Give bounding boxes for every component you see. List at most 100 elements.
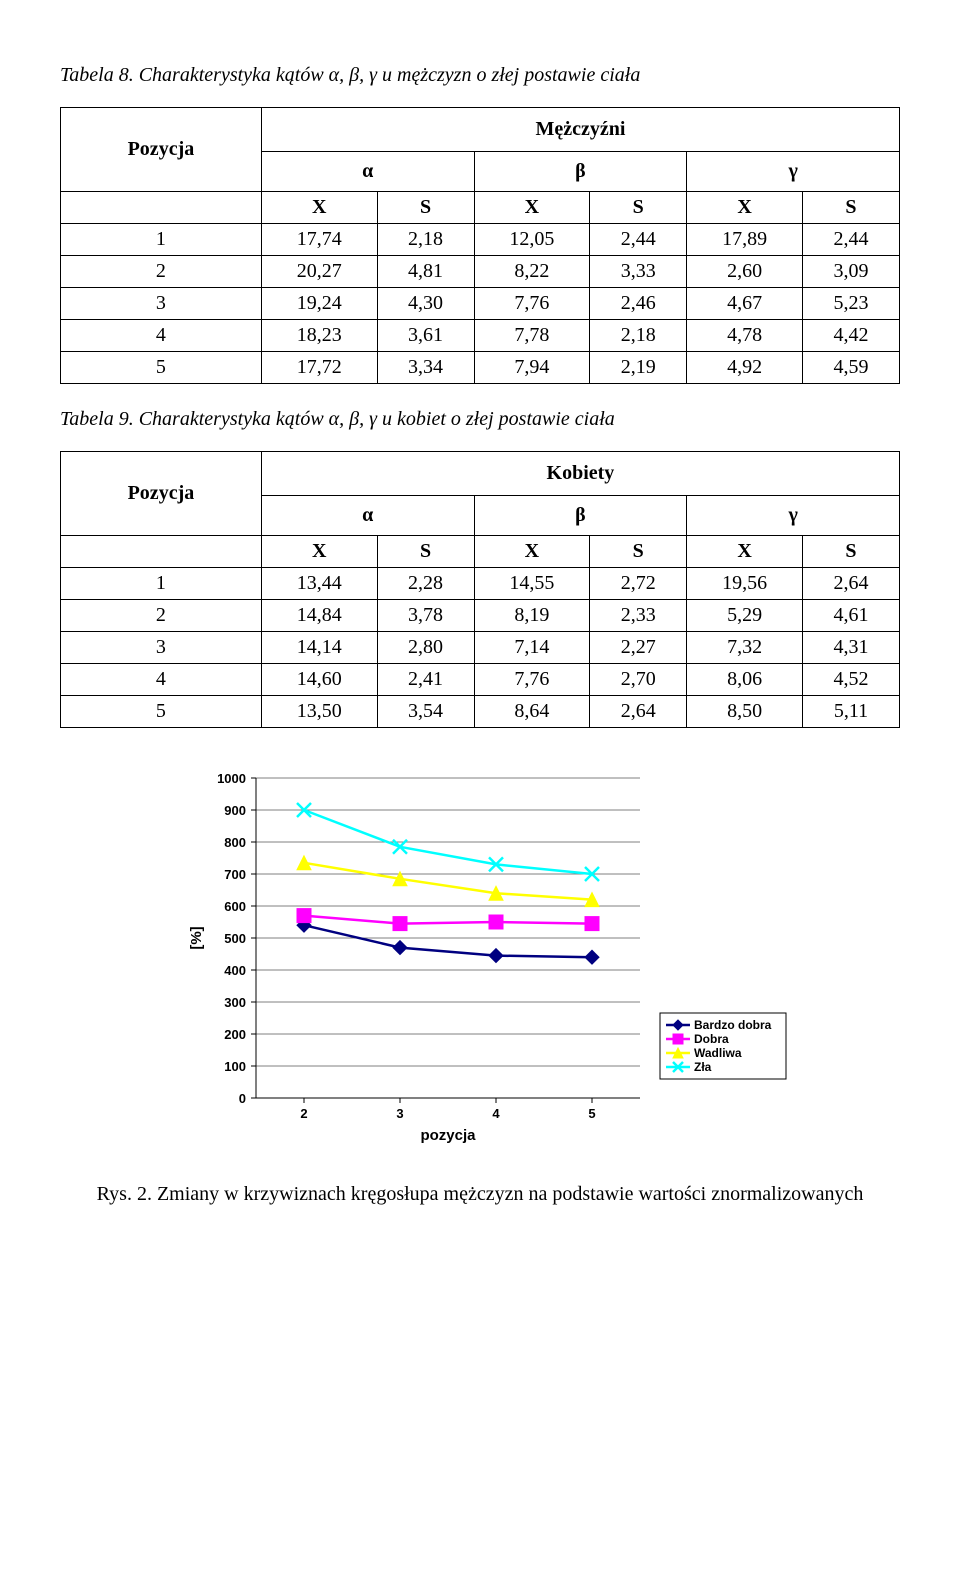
table-cell: 8,22 (474, 256, 590, 288)
table-cell: 1 (61, 568, 262, 600)
table9-subhead: S (590, 536, 687, 568)
table-cell: 2,33 (590, 600, 687, 632)
table-cell: 2,70 (590, 664, 687, 696)
svg-text:Wadliwa: Wadliwa (694, 1046, 742, 1060)
table-cell: 5 (61, 696, 262, 728)
svg-text:Bardzo dobra: Bardzo dobra (694, 1018, 772, 1032)
table-cell: 5,29 (687, 600, 803, 632)
table9-subhead: X (474, 536, 590, 568)
svg-text:0: 0 (239, 1091, 246, 1106)
table-row: 517,723,347,942,194,924,59 (61, 352, 900, 384)
table8-subhead: X (261, 192, 377, 224)
table-cell: 4,31 (802, 632, 899, 664)
table-cell: 5 (61, 352, 262, 384)
table-cell: 8,06 (687, 664, 803, 696)
svg-text:900: 900 (224, 803, 246, 818)
table-row: 319,244,307,762,464,675,23 (61, 288, 900, 320)
table9-col-alpha: α (261, 496, 474, 536)
table9-caption: Tabela 9. Charakterystyka kątów α, β, γ … (60, 408, 900, 431)
table-cell: 7,94 (474, 352, 590, 384)
svg-text:600: 600 (224, 899, 246, 914)
table8-col-beta: β (474, 152, 687, 192)
table-cell: 18,23 (261, 320, 377, 352)
table-cell: 2,46 (590, 288, 687, 320)
table-row: 113,442,2814,552,7219,562,64 (61, 568, 900, 600)
table-cell: 4,92 (687, 352, 803, 384)
table-cell: 2,41 (377, 664, 474, 696)
table9-col-beta: β (474, 496, 687, 536)
table-cell: 3 (61, 288, 262, 320)
table-cell: 2,27 (590, 632, 687, 664)
table8-rowhead-blank (61, 192, 262, 224)
table-cell: 13,44 (261, 568, 377, 600)
table-cell: 2 (61, 600, 262, 632)
table9-subhead: X (261, 536, 377, 568)
svg-text:300: 300 (224, 995, 246, 1010)
table9-col-gamma: γ (687, 496, 900, 536)
table8-subhead: X (687, 192, 803, 224)
table-cell: 2,64 (802, 568, 899, 600)
table-row: 513,503,548,642,648,505,11 (61, 696, 900, 728)
table-cell: 14,84 (261, 600, 377, 632)
table-row: 418,233,617,782,184,784,42 (61, 320, 900, 352)
table-cell: 2,72 (590, 568, 687, 600)
table-cell: 3,61 (377, 320, 474, 352)
table-cell: 14,55 (474, 568, 590, 600)
table-cell: 2,28 (377, 568, 474, 600)
table-cell: 19,24 (261, 288, 377, 320)
table8-subhead: S (590, 192, 687, 224)
svg-text:800: 800 (224, 835, 246, 850)
svg-text:700: 700 (224, 867, 246, 882)
svg-text:400: 400 (224, 963, 246, 978)
table9-subhead-row: X S X S X S (61, 536, 900, 568)
table8-col-gamma: γ (687, 152, 900, 192)
table-cell: 4,78 (687, 320, 803, 352)
svg-text:1000: 1000 (217, 771, 246, 786)
table-row: 414,602,417,762,708,064,52 (61, 664, 900, 696)
table-cell: 5,23 (802, 288, 899, 320)
table-cell: 1 (61, 224, 262, 256)
table-cell: 2,44 (802, 224, 899, 256)
table-cell: 3,78 (377, 600, 474, 632)
svg-text:100: 100 (224, 1059, 246, 1074)
table-cell: 8,19 (474, 600, 590, 632)
table-cell: 2,80 (377, 632, 474, 664)
table-cell: 2 (61, 256, 262, 288)
table-cell: 4 (61, 664, 262, 696)
svg-text:5: 5 (588, 1106, 595, 1121)
table9-subhead: X (687, 536, 803, 568)
table8-group-label: Mężczyźni (261, 108, 899, 152)
table-cell: 7,32 (687, 632, 803, 664)
table9-group-label: Kobiety (261, 452, 899, 496)
table-cell: 4,52 (802, 664, 899, 696)
svg-text:[%]: [%] (188, 926, 205, 949)
table-cell: 14,14 (261, 632, 377, 664)
table-cell: 3,33 (590, 256, 687, 288)
table-cell: 3,54 (377, 696, 474, 728)
table8-subhead: X (474, 192, 590, 224)
table-cell: 2,18 (377, 224, 474, 256)
table-cell: 17,72 (261, 352, 377, 384)
table-cell: 4,61 (802, 600, 899, 632)
svg-text:pozycja: pozycja (420, 1127, 476, 1144)
table-cell: 3 (61, 632, 262, 664)
table-row: 214,843,788,192,335,294,61 (61, 600, 900, 632)
table8-pozycja-label: Pozycja (61, 108, 262, 192)
table-cell: 2,18 (590, 320, 687, 352)
table-cell: 3,34 (377, 352, 474, 384)
svg-text:500: 500 (224, 931, 246, 946)
table-cell: 4,30 (377, 288, 474, 320)
svg-text:4: 4 (492, 1106, 500, 1121)
svg-text:Dobra: Dobra (694, 1032, 729, 1046)
table9-subhead: S (802, 536, 899, 568)
table8-subhead: S (377, 192, 474, 224)
table-cell: 2,44 (590, 224, 687, 256)
table-cell: 2,19 (590, 352, 687, 384)
table-cell: 14,60 (261, 664, 377, 696)
table9-rowhead-blank (61, 536, 262, 568)
table-row: 117,742,1812,052,4417,892,44 (61, 224, 900, 256)
table-cell: 4,67 (687, 288, 803, 320)
table9: Pozycja Kobiety α β γ X S X S X S 113,44… (60, 451, 900, 728)
chart-container: 010020030040050060070080090010002345pozy… (160, 758, 800, 1163)
table9-pozycja-label: Pozycja (61, 452, 262, 536)
